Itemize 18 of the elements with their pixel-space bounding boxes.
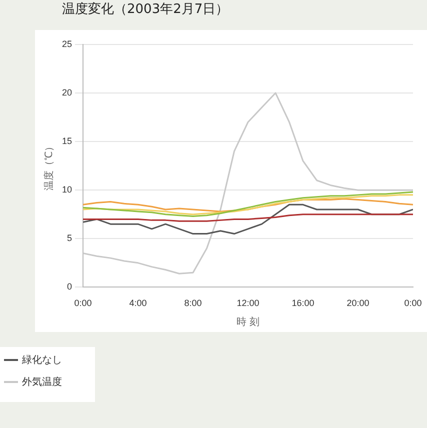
legend-label: 外気温度 (22, 376, 62, 389)
x-tick-label: 4:00 (129, 298, 147, 308)
legend-label: 緑化なし (22, 354, 62, 367)
x-tick-label: 12:00 (236, 298, 260, 308)
chart-title: 温度変化（2003年2月7日） (62, 1, 229, 18)
x-tick-label: 0:00 (404, 298, 422, 308)
x-tick-label: 8:00 (184, 298, 202, 308)
y-tick-label: 20 (62, 87, 72, 98)
y-tick-label: 5 (66, 233, 72, 244)
y-axis-title: 温度（℃） (42, 141, 55, 190)
y-tick-label: 0 (66, 282, 72, 292)
x-tick-label: 16:00 (292, 298, 314, 308)
y-tick-label: 25 (62, 38, 72, 49)
x-axis-title: 時 刻 (236, 316, 260, 328)
x-tick-label: 20:00 (346, 298, 370, 308)
y-tick-label: 15 (62, 136, 72, 146)
x-tick-label: 0:00 (74, 298, 92, 308)
y-tick-label: 10 (62, 184, 72, 195)
